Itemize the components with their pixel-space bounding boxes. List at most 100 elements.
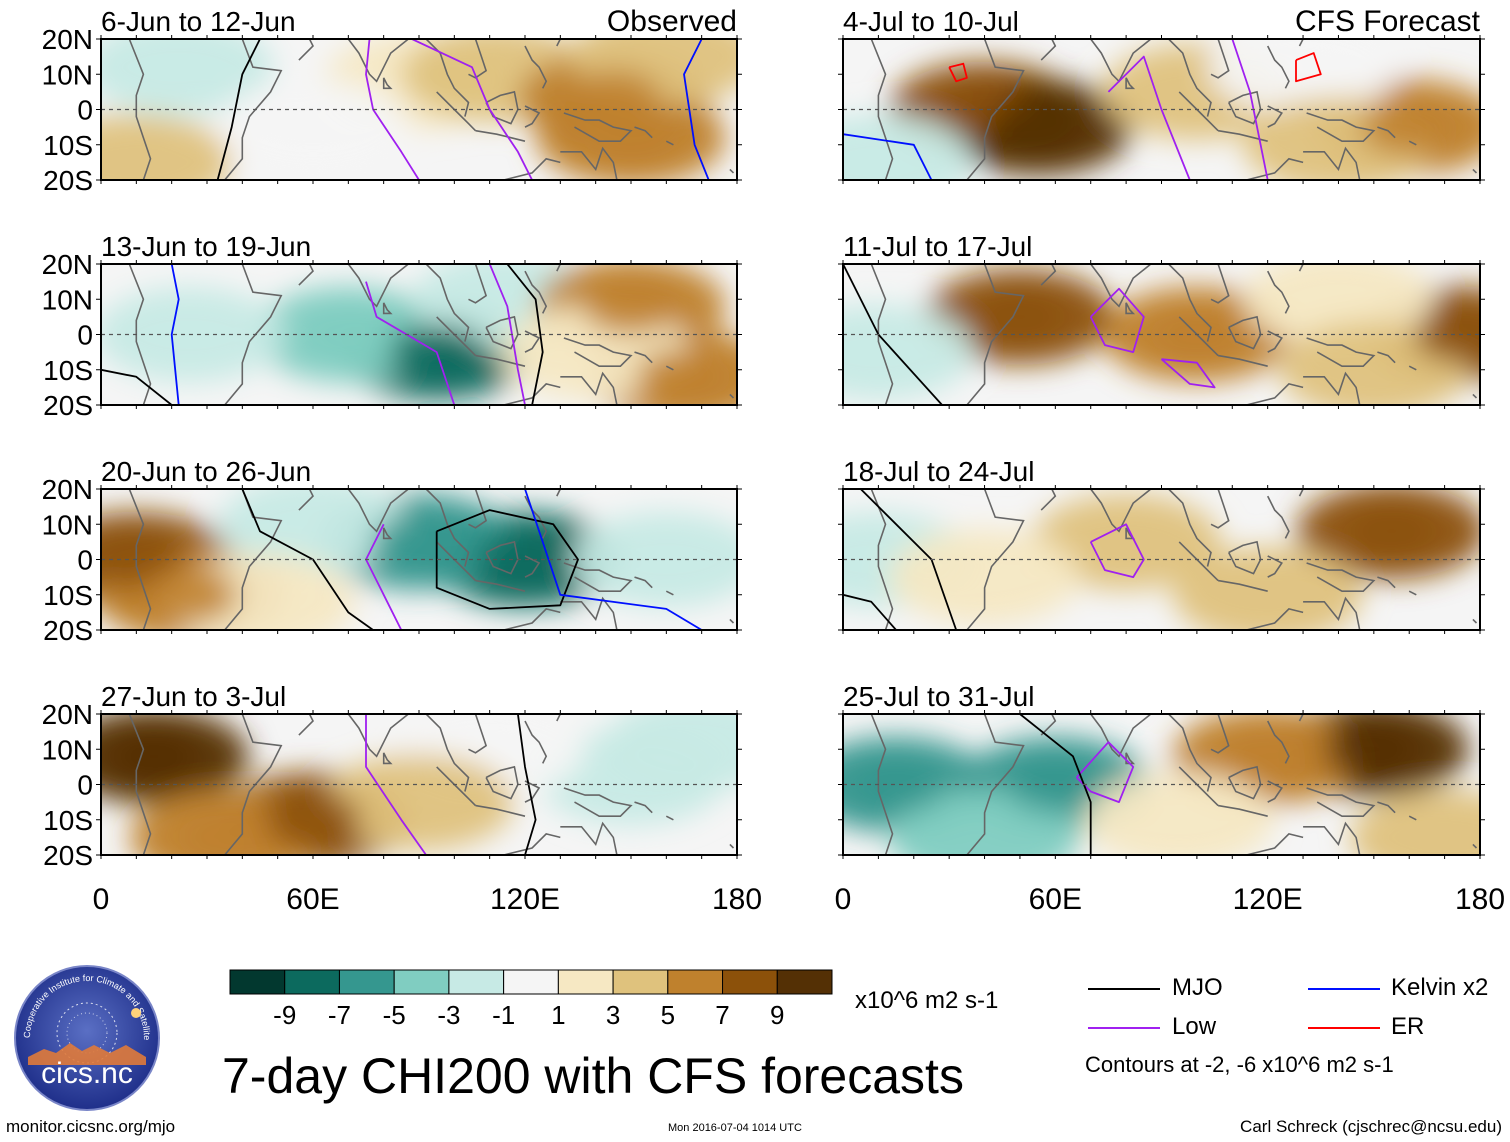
- coastline: [665, 365, 674, 371]
- anomaly-core: [1361, 99, 1458, 156]
- coastline: [966, 39, 1025, 180]
- coastline: [1306, 112, 1376, 142]
- anomaly-field: [101, 264, 737, 405]
- anomaly-blob: [101, 114, 232, 180]
- panel-title: 6-Jun to 12-Jun: [101, 6, 296, 37]
- coastline: [1210, 39, 1230, 79]
- coastline: [224, 714, 283, 855]
- anomaly-blob: [218, 79, 408, 176]
- panel-title: 25-Jul to 31-Jul: [843, 681, 1034, 712]
- anomaly-field: [101, 489, 737, 630]
- coastline: [347, 714, 409, 758]
- contour-line: [524, 489, 703, 630]
- anomaly-core: [1219, 728, 1316, 785]
- coastline: [1408, 140, 1417, 146]
- coastline: [524, 555, 541, 578]
- coastline: [870, 39, 894, 180]
- colorbar-swatch: [338, 969, 395, 995]
- colorbar-swatch: [229, 969, 286, 995]
- coastline: [1217, 354, 1268, 367]
- coastline: [556, 489, 562, 497]
- lat-tick-label: 20S: [43, 390, 93, 421]
- contour-line: [365, 714, 427, 855]
- coastline: [1303, 596, 1361, 630]
- anomaly-blob: [1031, 493, 1222, 590]
- colorbar-swatch: [557, 969, 614, 995]
- anomaly-core: [583, 109, 679, 166]
- coastline: [966, 489, 1025, 630]
- coastline: [1377, 351, 1396, 364]
- coastline: [382, 752, 393, 765]
- panel-title: 27-Jun to 3-Jul: [101, 681, 286, 712]
- anomaly-field: [843, 714, 1480, 855]
- credit: Carl Schreck (cjschrec@ncsu.edu): [1240, 1117, 1502, 1136]
- contour-line: [170, 264, 180, 405]
- anomaly-field: [843, 39, 1480, 180]
- anomaly-blob: [101, 39, 274, 116]
- coastline: [729, 618, 735, 624]
- colorbar-swatch: [503, 969, 559, 995]
- coastline: [1217, 804, 1268, 817]
- legend-kelvin-label: Kelvin x2: [1391, 974, 1489, 1001]
- coastline: [1266, 720, 1290, 764]
- coastline: [560, 596, 618, 630]
- contour-line: [216, 39, 261, 180]
- coastline: [284, 264, 314, 286]
- map-panel: 4-Jul to 10-Jul CFS Forecast: [838, 5, 1485, 184]
- anomaly-core: [371, 513, 467, 570]
- contour-line: [435, 509, 579, 610]
- coastline: [1267, 780, 1283, 803]
- coastline: [347, 489, 409, 533]
- anomaly-core: [265, 791, 361, 848]
- coastline: [475, 579, 526, 592]
- coastline: [1246, 833, 1304, 855]
- coastline: [870, 489, 894, 630]
- coastline: [1090, 714, 1152, 758]
- contour-line: [411, 39, 533, 180]
- colorbar-swatch: [667, 969, 724, 995]
- coastline: [503, 833, 561, 855]
- anomaly-core: [989, 99, 1086, 156]
- coastline: [284, 39, 314, 61]
- lon-tick-label: 180: [1455, 883, 1505, 916]
- coastline: [1472, 618, 1478, 624]
- anomaly-blob: [324, 754, 514, 851]
- coastline: [224, 489, 283, 630]
- lon-tick-label: 0: [93, 883, 110, 916]
- coastline: [1298, 489, 1304, 497]
- coastline: [665, 815, 674, 821]
- anomaly-core: [141, 566, 238, 623]
- coastline: [1306, 337, 1376, 367]
- contour-note: Contours at -2, -6 x10^6 m2 s-1: [1085, 1052, 1394, 1077]
- anomaly-core: [971, 288, 1068, 345]
- panel-title: 4-Jul to 10-Jul: [843, 6, 1019, 37]
- lat-tick-label: 10N: [42, 59, 93, 90]
- coastline: [128, 489, 152, 630]
- anomaly-field: [101, 39, 737, 180]
- anomaly-blob: [843, 114, 974, 180]
- coastline: [1217, 129, 1268, 142]
- lat-tick-label: 10S: [43, 130, 93, 161]
- coastline: [729, 843, 735, 849]
- lat-tick-label: 20N: [42, 474, 93, 505]
- coastline: [475, 129, 526, 142]
- anomaly-core: [583, 278, 679, 335]
- lon-tick-label: 60E: [286, 883, 339, 916]
- colorbar-label: 3: [606, 1000, 620, 1030]
- coastline: [1168, 39, 1212, 117]
- legend-kelvin-line: [1308, 988, 1380, 990]
- coastline: [1027, 714, 1057, 736]
- coastline: [1178, 541, 1219, 582]
- lat-tick-label: 20N: [42, 699, 93, 730]
- map-panel: 25-Jul to 31-Jul: [838, 681, 1485, 859]
- cics-logo: Cooperative Institute for Climate and Sa…: [14, 965, 160, 1111]
- panel-title: 18-Jul to 24-Jul: [843, 456, 1034, 487]
- legend-mjo-line: [1088, 988, 1160, 990]
- coastline: [563, 337, 633, 367]
- coastline: [1168, 264, 1212, 342]
- coastline: [1377, 576, 1396, 589]
- coastline: [1266, 495, 1290, 539]
- colorbar-swatch: [776, 969, 833, 995]
- contour-line: [843, 133, 933, 180]
- anomaly-core: [1325, 721, 1422, 778]
